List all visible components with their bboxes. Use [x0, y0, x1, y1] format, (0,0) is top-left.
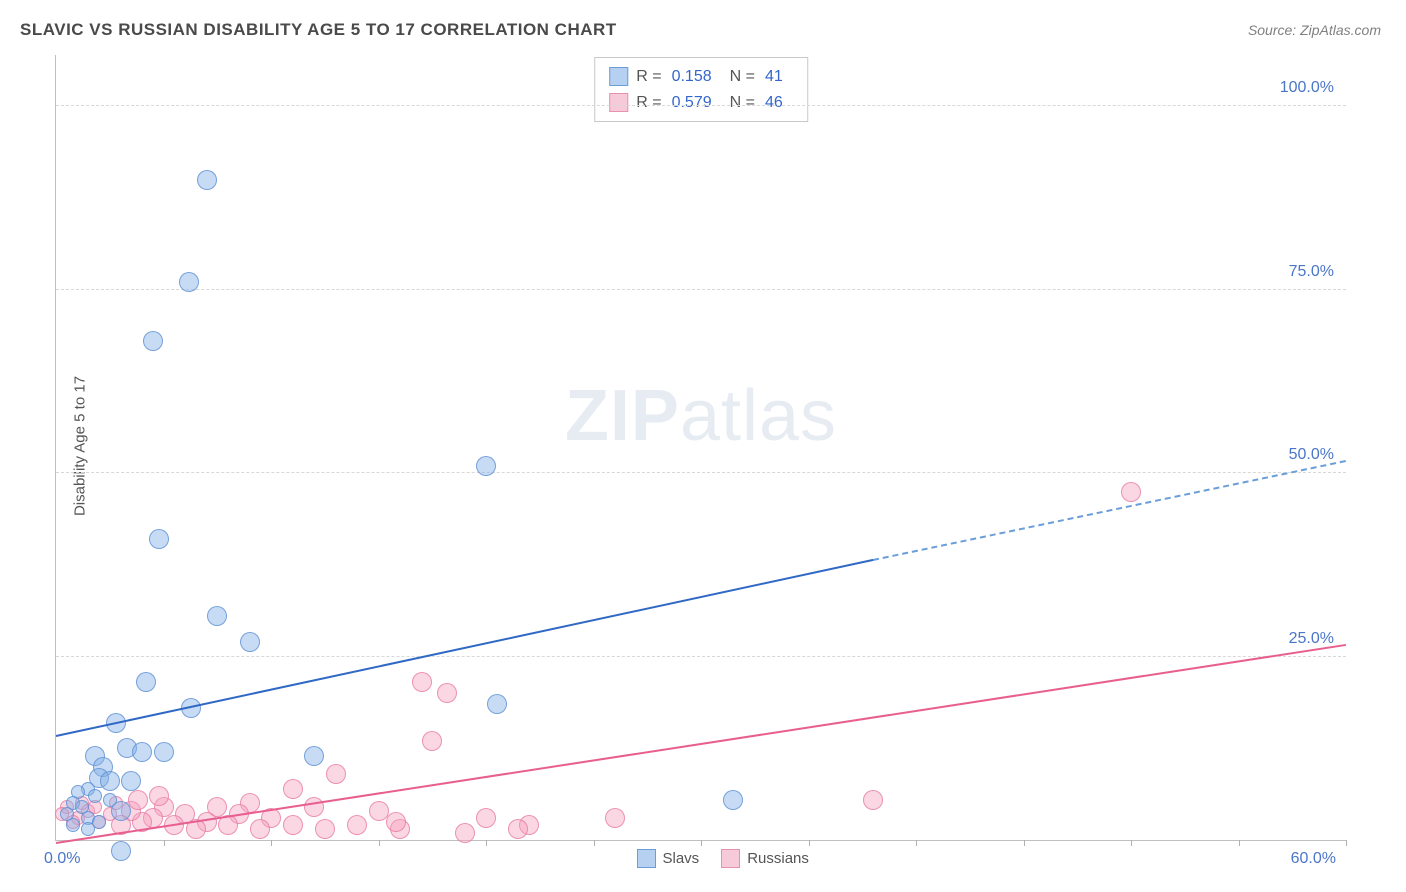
russians-point — [386, 812, 406, 832]
russians-point — [508, 819, 528, 839]
n-label: N = — [730, 90, 755, 116]
series-legend: Slavs Russians — [637, 849, 809, 868]
x-tick — [1131, 840, 1132, 846]
x-axis-start-label: 0.0% — [44, 850, 80, 868]
r-label: R = — [636, 90, 661, 116]
slavs-point — [66, 818, 80, 832]
watermark-atlas: atlas — [680, 376, 837, 456]
y-tick-label: 100.0% — [1280, 79, 1334, 97]
slavs-point — [149, 529, 169, 549]
russians-point — [863, 790, 883, 810]
legend-item-slavs: Slavs — [637, 849, 700, 868]
swatch-blue-icon — [637, 849, 656, 868]
grid-line — [56, 656, 1346, 657]
watermark-zip: ZIP — [565, 376, 680, 456]
grid-line — [56, 472, 1346, 473]
russians-point — [605, 808, 625, 828]
russians-point — [315, 819, 335, 839]
legend-label-slavs: Slavs — [663, 850, 700, 867]
x-tick — [1239, 840, 1240, 846]
russians-point — [149, 786, 169, 806]
trend-line-russians — [56, 644, 1346, 844]
swatch-blue-icon — [609, 67, 628, 86]
slavs-point — [240, 632, 260, 652]
x-tick — [809, 840, 810, 846]
russians-point — [283, 815, 303, 835]
x-tick — [594, 840, 595, 846]
x-tick — [1024, 840, 1025, 846]
slavs-point — [179, 272, 199, 292]
legend-row-russians: R = 0.579 N = 46 — [609, 90, 793, 116]
x-tick — [164, 840, 165, 846]
x-tick — [486, 840, 487, 846]
r-label: R = — [636, 64, 661, 90]
slavs-point — [81, 822, 95, 836]
russians-point — [326, 764, 346, 784]
slavs-point — [304, 746, 324, 766]
russians-point — [283, 779, 303, 799]
source-attribution: Source: ZipAtlas.com — [1248, 22, 1381, 38]
y-tick-label: 25.0% — [1289, 630, 1334, 648]
legend-item-russians: Russians — [721, 849, 809, 868]
slavs-point — [88, 789, 102, 803]
legend-label-russians: Russians — [747, 850, 809, 867]
slavs-point — [111, 841, 131, 861]
watermark: ZIPatlas — [565, 375, 837, 457]
r-value-slavs: 0.158 — [672, 64, 712, 90]
slavs-point — [143, 331, 163, 351]
slavs-point — [136, 672, 156, 692]
russians-point — [455, 823, 475, 843]
x-axis-end-label: 60.0% — [1291, 850, 1336, 868]
grid-line — [56, 105, 1346, 106]
russians-point — [347, 815, 367, 835]
russians-point — [422, 731, 442, 751]
russians-point — [476, 808, 496, 828]
swatch-pink-icon — [609, 93, 628, 112]
legend-row-slavs: R = 0.158 N = 41 — [609, 64, 793, 90]
russians-point — [412, 672, 432, 692]
slavs-point — [197, 170, 217, 190]
slavs-point — [100, 771, 120, 791]
y-tick-label: 50.0% — [1289, 446, 1334, 464]
n-value-slavs: 41 — [765, 64, 783, 90]
russians-point — [1121, 482, 1141, 502]
y-tick-label: 75.0% — [1289, 263, 1334, 281]
slavs-point — [154, 742, 174, 762]
x-tick — [1346, 840, 1347, 846]
chart-plot-area: ZIPatlas R = 0.158 N = 41 R = 0.579 N = … — [55, 55, 1346, 841]
x-tick — [379, 840, 380, 846]
x-tick — [701, 840, 702, 846]
x-tick — [916, 840, 917, 846]
swatch-pink-icon — [721, 849, 740, 868]
russians-point — [304, 797, 324, 817]
slavs-point — [487, 694, 507, 714]
n-value-russians: 46 — [765, 90, 783, 116]
chart-title: SLAVIC VS RUSSIAN DISABILITY AGE 5 TO 17… — [20, 20, 617, 40]
russians-point — [437, 683, 457, 703]
slavs-point — [723, 790, 743, 810]
russians-point — [250, 819, 270, 839]
r-value-russians: 0.579 — [672, 90, 712, 116]
slavs-point — [476, 456, 496, 476]
trend-line-slavs-extrapolated — [873, 460, 1346, 561]
grid-line — [56, 289, 1346, 290]
trend-line-slavs — [56, 559, 873, 737]
russians-point — [128, 790, 148, 810]
slavs-point — [121, 771, 141, 791]
slavs-point — [132, 742, 152, 762]
correlation-legend: R = 0.158 N = 41 R = 0.579 N = 46 — [594, 57, 808, 122]
n-label: N = — [730, 64, 755, 90]
slavs-point — [207, 606, 227, 626]
x-tick — [271, 840, 272, 846]
slavs-point — [111, 801, 131, 821]
